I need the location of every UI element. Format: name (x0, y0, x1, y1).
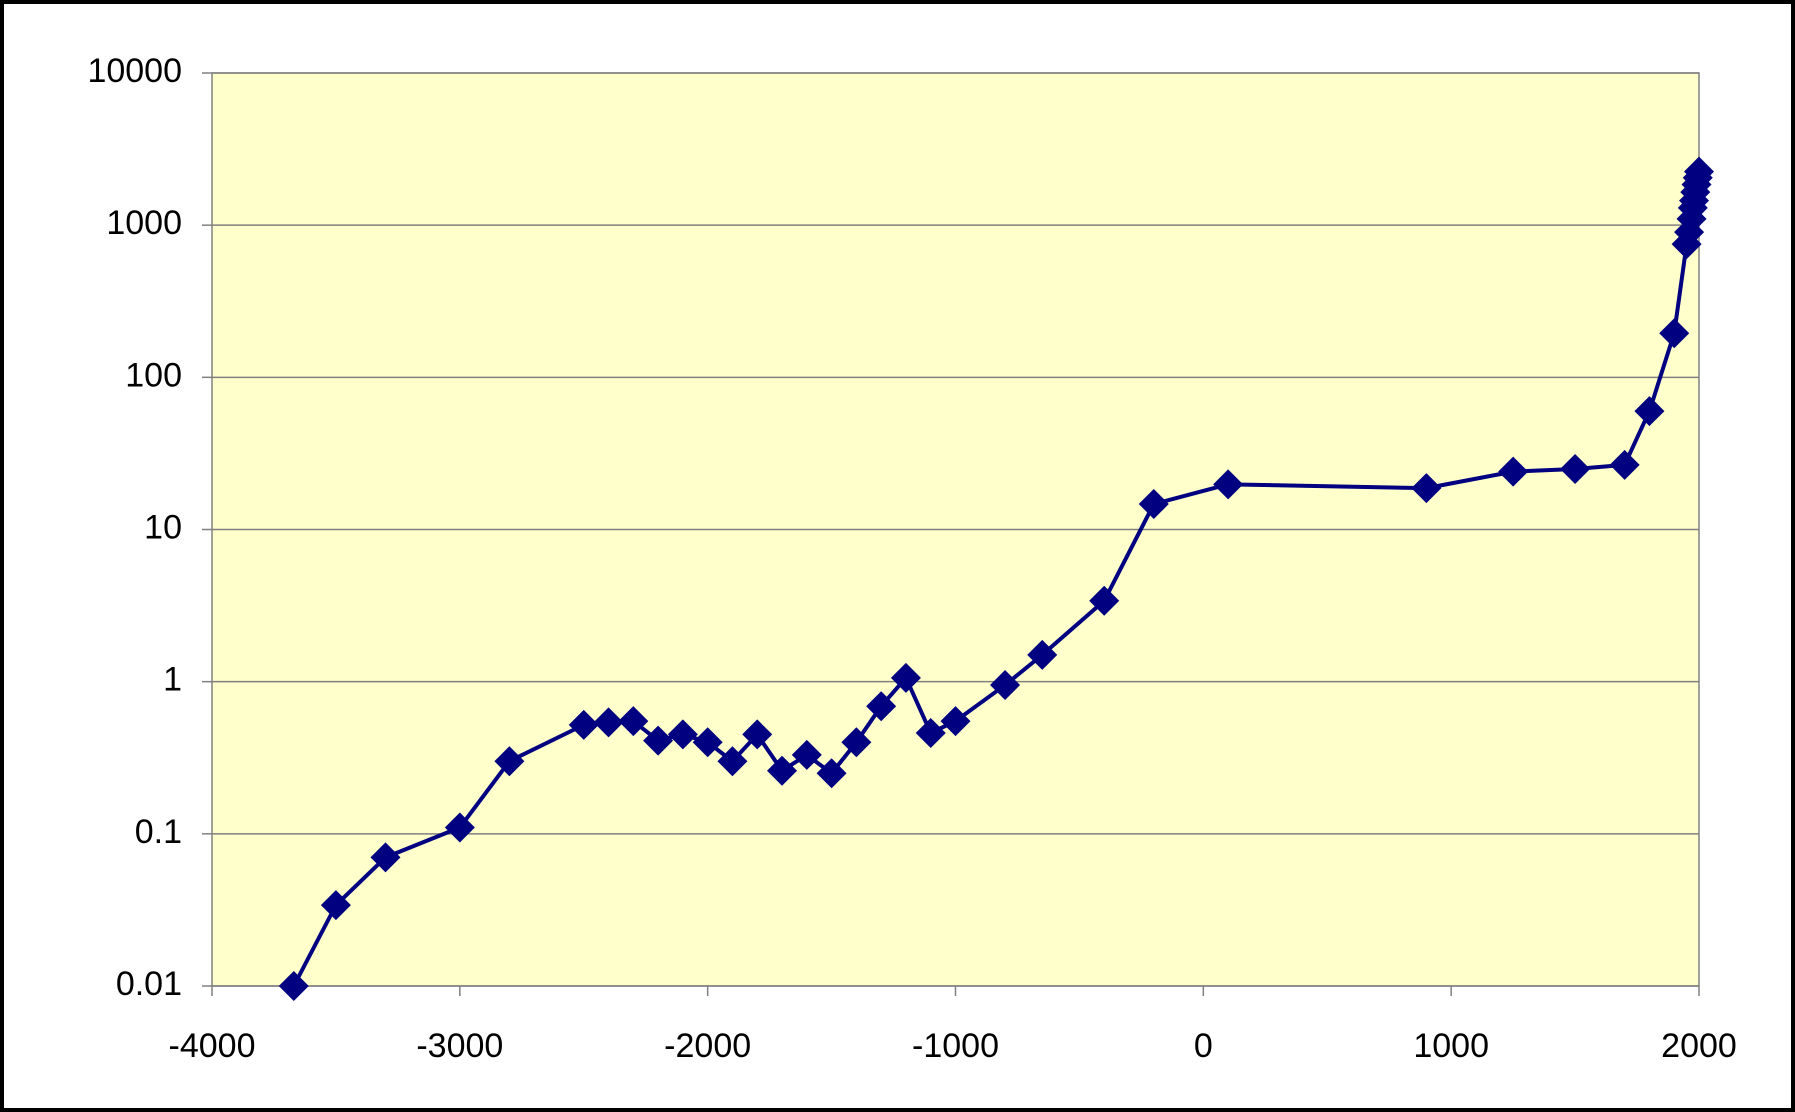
data-marker (1213, 469, 1244, 500)
data-marker (643, 725, 674, 756)
y-tick-label: 10000 (87, 52, 182, 90)
data-marker (940, 706, 971, 737)
data-marker (1027, 639, 1058, 670)
y-tick-label: 0.01 (116, 965, 182, 1003)
data-marker (816, 758, 847, 789)
y-tick-label: 1000 (106, 204, 182, 242)
data-marker (866, 691, 897, 722)
data-marker (278, 971, 309, 1001)
data-marker (1089, 585, 1120, 616)
markers (278, 156, 1714, 1001)
data-marker (915, 717, 946, 748)
data-marker (618, 706, 649, 737)
data-marker (568, 709, 599, 740)
x-tick-label: 0 (1194, 1027, 1213, 1065)
data-marker (791, 739, 822, 770)
data-marker (767, 755, 798, 786)
data-marker (370, 842, 401, 873)
y-tick-label: 100 (125, 356, 182, 394)
x-tick-label: -4000 (169, 1027, 256, 1065)
data-marker (742, 719, 773, 750)
x-tick-label: -2000 (664, 1027, 751, 1065)
x-tick-label: -1000 (912, 1027, 999, 1065)
data-marker (692, 727, 723, 758)
data-marker (990, 670, 1021, 701)
y-tick-label: 1 (163, 661, 182, 699)
x-tick-label: 1000 (1413, 1027, 1489, 1065)
x-tick-label: 2000 (1661, 1027, 1737, 1065)
data-marker (841, 727, 872, 758)
data-marker (1498, 456, 1529, 487)
y-tick-label: 0.1 (135, 813, 182, 851)
data-marker (1138, 489, 1169, 520)
data-marker (890, 662, 921, 693)
data-marker (1684, 156, 1714, 187)
data-marker (593, 707, 624, 738)
x-tick-label: -3000 (416, 1027, 503, 1065)
data-marker (1634, 396, 1665, 427)
data-marker (1560, 453, 1591, 484)
data-marker (444, 812, 475, 843)
data-marker (1411, 473, 1442, 504)
data-marker (320, 890, 351, 921)
data-marker (1659, 318, 1690, 349)
data-marker (717, 746, 748, 777)
data-marker (494, 746, 525, 777)
y-tick-label: 10 (144, 508, 182, 546)
data-marker (1609, 449, 1640, 480)
data-marker (667, 719, 698, 750)
